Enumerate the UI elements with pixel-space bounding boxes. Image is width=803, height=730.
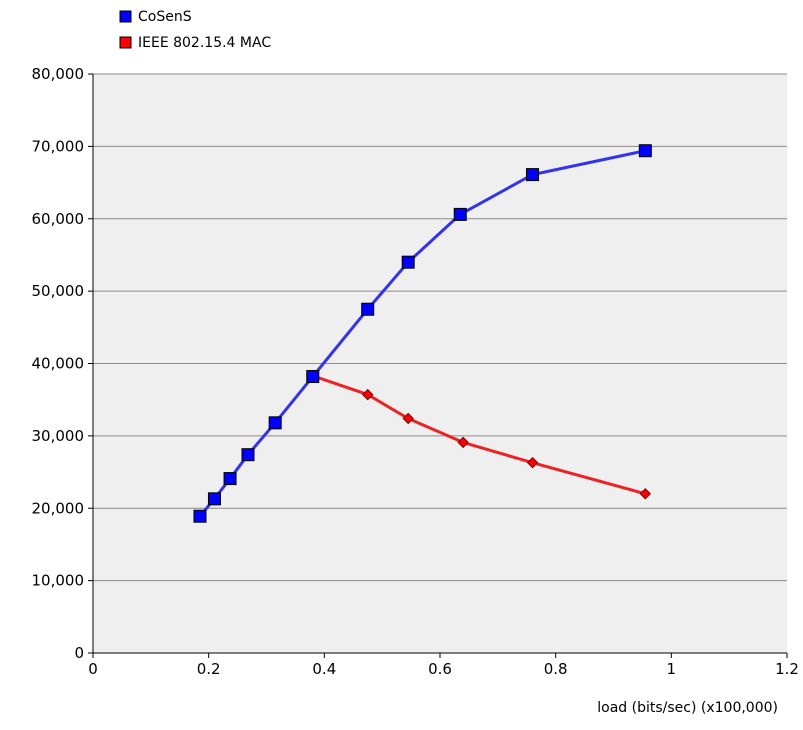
series-1 xyxy=(307,370,652,500)
data-point xyxy=(526,456,539,469)
data-point xyxy=(457,436,469,449)
legend-swatch xyxy=(119,10,132,23)
data-point xyxy=(306,370,320,384)
x-axis-title: load (bits/sec) (x100,000) xyxy=(597,700,778,716)
x-tick-label: 0.4 xyxy=(312,660,336,678)
y-tick-label: 70,000 xyxy=(32,137,85,155)
y-tick-label: 10,000 xyxy=(32,572,85,590)
data-point xyxy=(401,255,415,269)
legend-label: IEEE 802.15.4 MAC xyxy=(138,35,271,51)
legend-item: IEEE 802.15.4 MAC xyxy=(119,35,271,51)
x-tick-label: 0.6 xyxy=(428,660,452,678)
legend-label: CoSenS xyxy=(138,9,192,25)
y-tick-label: 30,000 xyxy=(32,427,85,445)
data-point xyxy=(361,302,375,316)
legend: CoSenS IEEE 802.15.4 MAC xyxy=(119,9,271,51)
x-tick-label: 1 xyxy=(667,660,677,678)
data-point xyxy=(223,472,237,486)
axes: 0 10,000 20,000 30,000 40,000 50,000 60,000 70,… xyxy=(32,65,799,678)
data-point xyxy=(638,144,652,158)
y-tick-label: 50,000 xyxy=(32,282,85,300)
data-point xyxy=(402,412,414,425)
y-tick-label: 0 xyxy=(74,644,84,662)
y-tick-label: 60,000 xyxy=(32,210,85,228)
data-point xyxy=(268,416,282,430)
series-0 xyxy=(193,144,652,523)
data-point xyxy=(639,488,652,500)
data-point xyxy=(193,509,207,523)
data-point xyxy=(453,207,467,221)
data-point xyxy=(526,168,540,182)
x-tick-label: 0.8 xyxy=(544,660,568,678)
x-tick-label: 0.2 xyxy=(197,660,221,678)
y-tick-label: 20,000 xyxy=(32,499,85,517)
series-line xyxy=(312,374,646,496)
data-point xyxy=(207,492,221,506)
data-point xyxy=(362,388,374,401)
data-point xyxy=(241,448,255,462)
y-tick-label: 80,000 xyxy=(32,65,85,83)
x-tick-label: 1.2 xyxy=(775,660,799,678)
y-tick-label: 40,000 xyxy=(32,355,85,373)
series-layer xyxy=(193,144,652,523)
legend-swatch xyxy=(119,36,132,49)
x-tick-label: 0 xyxy=(88,660,98,678)
legend-item: CoSenS xyxy=(119,9,192,25)
gridlines xyxy=(93,73,787,582)
